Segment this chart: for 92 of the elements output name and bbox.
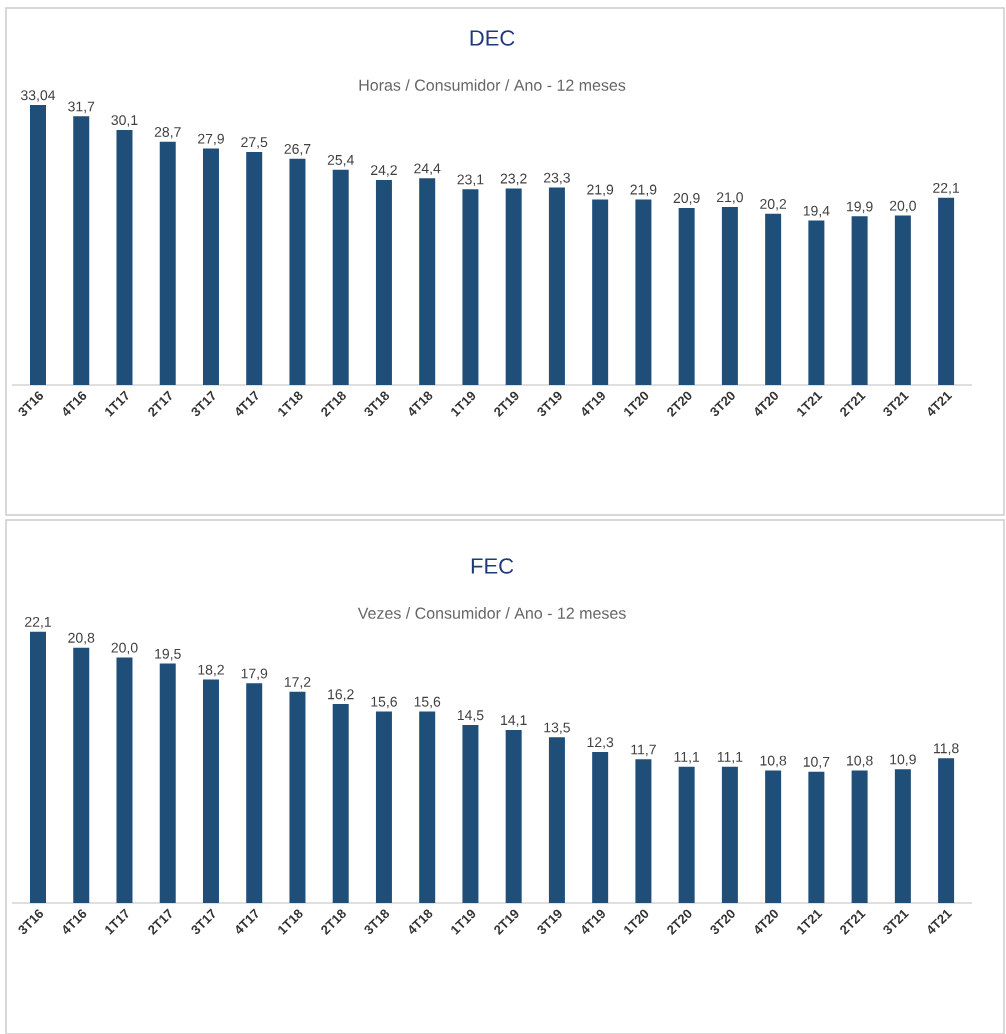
bar <box>332 704 349 903</box>
bar <box>116 657 133 903</box>
bar <box>462 189 479 385</box>
data-label: 21,9 <box>630 184 657 197</box>
bar <box>938 758 955 903</box>
bar <box>202 679 219 903</box>
data-label: 24,2 <box>371 165 397 177</box>
data-label: 27,9 <box>198 133 224 146</box>
data-label: 23,1 <box>457 174 484 187</box>
bar <box>462 724 479 903</box>
bar <box>375 711 392 903</box>
bar <box>678 766 695 903</box>
bar <box>505 188 522 385</box>
bar <box>30 104 46 385</box>
data-label: 19,4 <box>803 205 830 218</box>
bar <box>73 116 90 385</box>
data-label: 11,8 <box>934 743 959 755</box>
chart-title: DEC <box>470 30 515 46</box>
bar <box>894 769 911 903</box>
bar <box>289 691 306 903</box>
data-label: 11,1 <box>674 752 700 764</box>
data-label: 25,4 <box>327 154 354 167</box>
bar <box>73 647 90 903</box>
data-label: 26,7 <box>284 143 311 156</box>
bar <box>678 207 695 385</box>
data-label: 24,4 <box>414 163 441 176</box>
data-label: 33,04 <box>21 90 56 102</box>
data-label: 10,8 <box>847 755 873 768</box>
bar <box>419 711 436 903</box>
bar <box>808 771 825 903</box>
bar <box>592 752 609 903</box>
data-label: 12,3 <box>587 737 614 749</box>
data-label: 22,1 <box>933 182 960 195</box>
bar <box>851 216 868 385</box>
bar <box>202 148 219 385</box>
data-label: 20,0 <box>111 642 138 655</box>
bar <box>765 770 782 903</box>
bar <box>159 141 176 385</box>
data-label: 14,5 <box>457 710 484 722</box>
bar <box>246 151 263 385</box>
bar <box>548 737 565 903</box>
bar <box>592 199 609 385</box>
bar <box>938 197 955 385</box>
data-label: 16,2 <box>328 689 354 701</box>
data-label: 23,2 <box>500 173 527 186</box>
data-label: 20,0 <box>889 200 916 213</box>
data-label: 21,0 <box>716 192 743 204</box>
data-label: 14,1 <box>501 715 527 727</box>
data-label: 20,8 <box>68 632 95 645</box>
chart-subtitle: Vezes / Consumidor / Ano - 12 meses <box>357 607 626 619</box>
data-label: 28,7 <box>154 127 181 139</box>
bar <box>375 179 392 385</box>
data-label: 21,9 <box>587 184 614 197</box>
data-label: 10,9 <box>890 754 916 766</box>
data-label: 20,2 <box>760 199 787 211</box>
data-label: 27,5 <box>241 137 268 149</box>
data-label: 10,7 <box>803 756 830 769</box>
bar <box>894 215 911 385</box>
data-label: 30,1 <box>111 115 138 127</box>
bar <box>808 220 825 385</box>
data-label: 22,1 <box>25 616 51 629</box>
bar <box>30 631 46 903</box>
data-label: 11,7 <box>631 744 656 757</box>
data-label: 15,6 <box>414 696 441 709</box>
data-label: 20,9 <box>673 193 700 205</box>
bar <box>505 729 522 903</box>
data-label: 19,5 <box>155 648 181 661</box>
data-label: 17,2 <box>284 677 311 689</box>
bar <box>635 759 652 903</box>
bar <box>548 187 565 385</box>
data-label: 13,5 <box>544 722 570 735</box>
chart-title: FEC <box>471 558 514 574</box>
data-label: 19,9 <box>847 201 873 214</box>
bar <box>851 770 868 903</box>
bar <box>721 766 738 903</box>
data-label: 10,8 <box>760 755 787 768</box>
data-label: 17,9 <box>241 668 268 681</box>
bar <box>765 213 782 385</box>
data-label: 23,3 <box>544 172 570 185</box>
bar <box>332 169 349 385</box>
bar <box>289 158 306 385</box>
chart-subtitle: Horas / Consumidor / Ano - 12 meses <box>359 79 626 91</box>
bar <box>635 199 652 385</box>
bar <box>246 683 263 903</box>
bar <box>721 207 738 385</box>
bar <box>116 129 133 385</box>
data-label: 31,7 <box>68 101 95 114</box>
bar <box>419 178 436 385</box>
data-label: 15,6 <box>371 696 397 709</box>
data-label: 18,2 <box>198 664 224 677</box>
data-label: 11,1 <box>717 752 743 764</box>
bar <box>159 663 176 903</box>
